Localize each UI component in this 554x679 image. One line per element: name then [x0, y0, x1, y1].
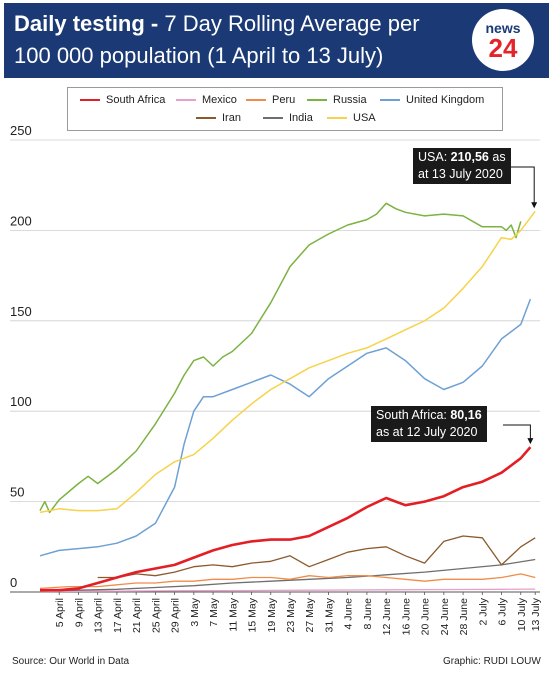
legend-label: South Africa	[106, 94, 166, 106]
series-line-united-kingdom	[39, 298, 532, 557]
legend-swatch	[196, 117, 216, 120]
legend-item-peru: Peru	[246, 94, 295, 106]
x-tick-label: 4 June	[343, 598, 355, 630]
y-tick-label: 0	[10, 575, 17, 590]
series-line-south-africa	[40, 446, 532, 592]
chart-legend: South Africa Mexico Peru Russia United Kingd…	[67, 87, 503, 131]
logo-news-text: news	[485, 20, 521, 36]
sa-annotation-value: 80,16	[450, 408, 482, 422]
chart-title-rest: 7 Day Rolling Average per	[158, 11, 420, 36]
y-tick-label: 50	[10, 485, 24, 500]
series-line-peru	[39, 573, 536, 590]
sa-annotation-date: as at 12 July 2020	[376, 425, 478, 439]
legend-label: Mexico	[202, 94, 237, 106]
series-line-iran	[97, 535, 536, 579]
x-tick-label: 19 May	[266, 597, 278, 632]
x-tick-label: 9 April	[73, 598, 85, 627]
usa-annotation-suffix: as	[488, 150, 506, 164]
usa-annotation: USA: 210,56 as at 13 July 2020	[413, 148, 511, 184]
x-tick-label: 21 April	[131, 598, 143, 633]
x-tick-label: 15 May	[247, 597, 259, 632]
series-line-india	[39, 558, 536, 592]
usa-annotation-date: at 13 July 2020	[418, 167, 503, 181]
legend-label: India	[289, 112, 313, 124]
title-banner: Daily testing - 7 Day Rolling Average pe…	[4, 3, 549, 78]
news24-logo: news 24	[472, 9, 534, 71]
x-tick-label: 13 July	[530, 597, 542, 631]
legend-label: Russia	[333, 94, 367, 106]
x-tick-label: 17 April	[112, 598, 124, 633]
sa-arrow-head	[527, 438, 534, 445]
sa-arrow-line	[503, 424, 531, 442]
legend-item-south-africa: South Africa	[80, 94, 165, 106]
legend-label: Peru	[272, 94, 296, 106]
x-tick-label: 5 April	[54, 598, 66, 627]
x-tick-label: 31 May	[323, 597, 335, 632]
legend-swatch	[327, 117, 347, 120]
legend-swatch	[176, 99, 196, 102]
usa-annotation-prefix: USA:	[418, 150, 451, 164]
source-note: Source: Our World in Data	[12, 656, 130, 667]
x-tick-label: 25 April	[150, 598, 162, 633]
legend-item-usa: USA	[327, 112, 376, 124]
chart-title-bold: Daily testing -	[14, 11, 159, 36]
legend-swatch	[307, 99, 327, 102]
y-tick-label: 250	[10, 123, 32, 138]
legend-swatch	[263, 117, 283, 120]
x-tick-label: 8 June	[362, 598, 374, 630]
legend-label: United Kingdom	[406, 94, 485, 106]
legend-swatch	[80, 99, 100, 102]
legend-item-russia: Russia	[307, 94, 367, 106]
legend-item-india: India	[263, 112, 313, 124]
x-tick-label: 2 July	[477, 597, 489, 625]
x-tick-label: 23 May	[285, 597, 297, 632]
x-tick-label: 29 April	[170, 598, 182, 633]
chart-subtitle: 100 000 population (1 April to 13 July)	[14, 43, 384, 68]
series-line-usa	[39, 210, 536, 514]
y-tick-label: 200	[10, 213, 32, 228]
legend-item-iran: Iran	[196, 112, 241, 124]
x-tick-label: 28 June	[458, 598, 470, 636]
sa-annotation: South Africa: 80,16 as at 12 July 2020	[371, 406, 487, 442]
legend-label: Iran	[222, 112, 241, 124]
legend-item-united-kingdom: United Kingdom	[380, 94, 484, 106]
y-tick-label: 100	[10, 394, 32, 409]
sa-annotation-prefix: South Africa:	[376, 408, 451, 422]
x-tick-label: 27 May	[304, 597, 316, 632]
x-tick-label: 7 May	[208, 597, 220, 626]
x-tick-label: 16 June	[400, 598, 412, 636]
usa-arrow-line	[505, 166, 535, 206]
x-tick-label: 6 July	[497, 597, 509, 625]
series-line-mexico	[39, 588, 536, 593]
legend-swatch	[380, 99, 400, 102]
series-line-russia	[39, 202, 522, 514]
x-tick-label: 3 May	[189, 597, 201, 626]
usa-arrow-head	[531, 202, 538, 209]
usa-annotation-value: 210,56	[450, 150, 489, 164]
x-tick-label: 12 June	[381, 598, 393, 636]
y-tick-label: 150	[10, 304, 32, 319]
x-tick-label: 20 June	[420, 598, 432, 636]
graphic-credit: Graphic: RUDI LOUW	[443, 656, 541, 667]
legend-label: USA	[353, 112, 376, 124]
x-tick-label: 24 June	[439, 598, 451, 636]
legend-item-mexico: Mexico	[176, 94, 237, 106]
logo-24-text: 24	[488, 33, 518, 63]
chart-title: Daily testing - 7 Day Rolling Average pe…	[14, 11, 420, 37]
x-tick-label: 10 July	[516, 597, 528, 631]
legend-swatch	[246, 99, 266, 102]
x-tick-label: 13 April	[93, 598, 105, 633]
x-tick-label: 11 May	[227, 597, 239, 631]
